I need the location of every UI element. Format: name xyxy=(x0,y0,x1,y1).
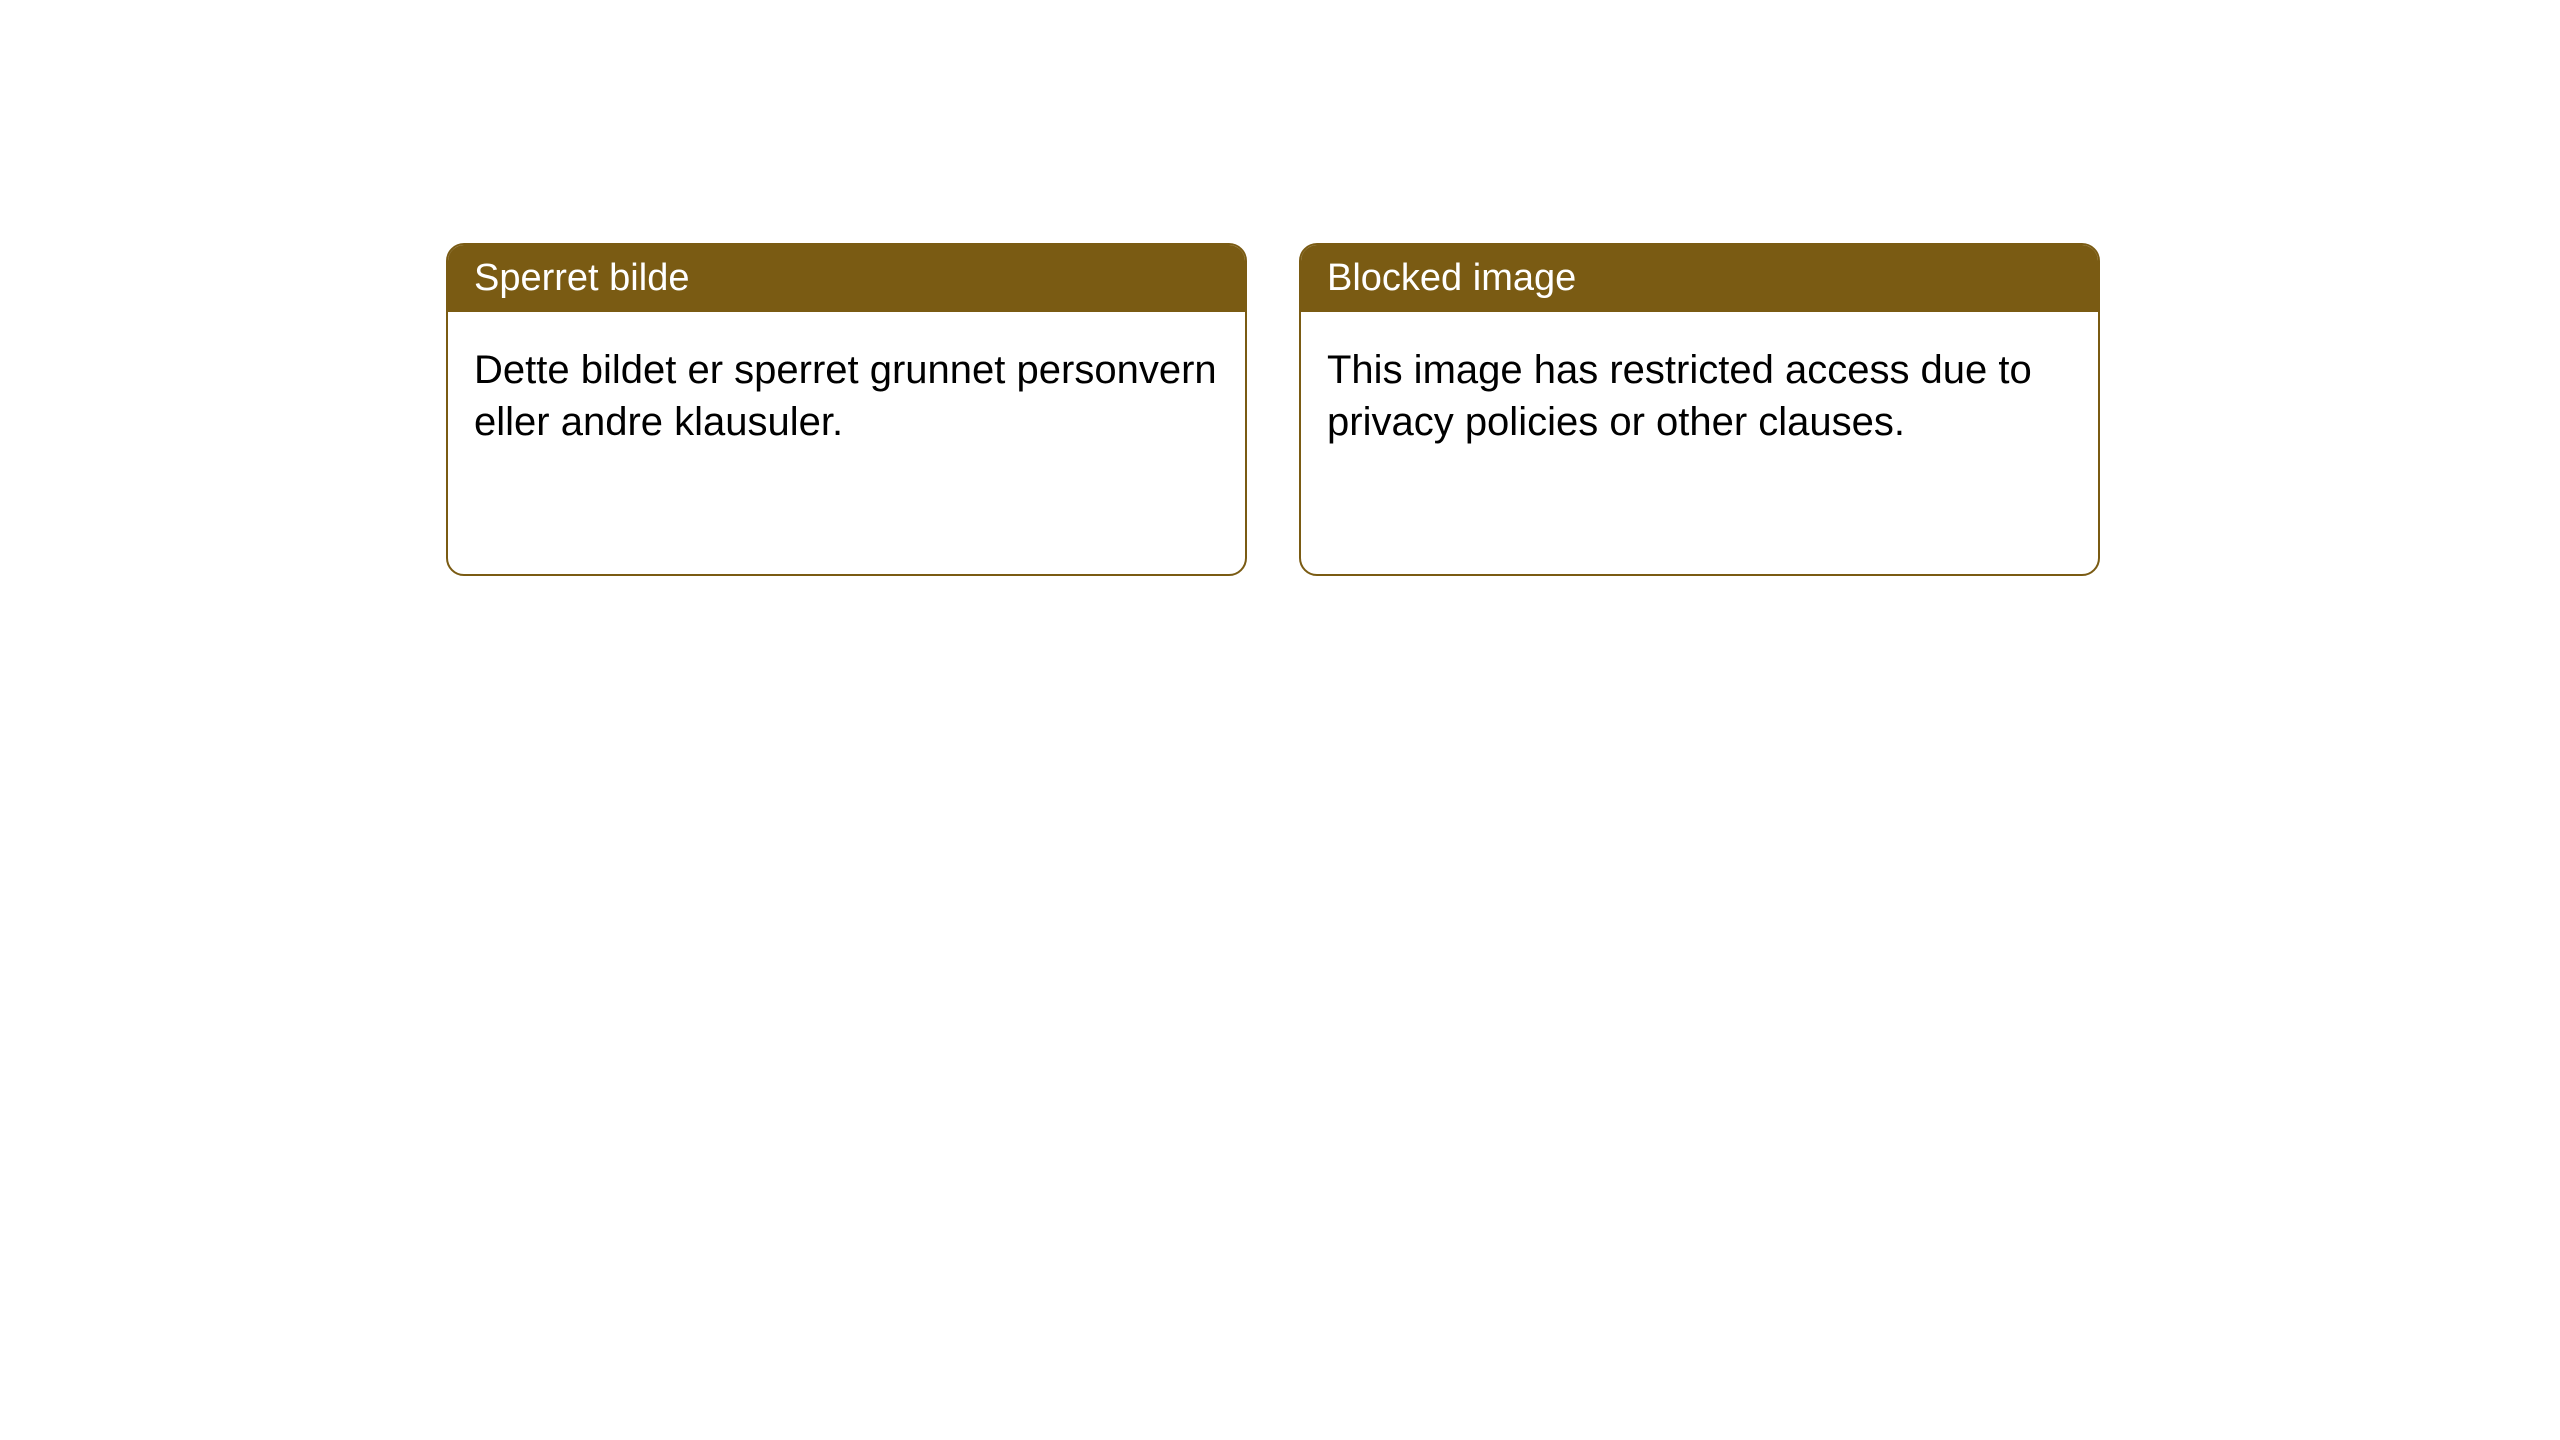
notice-container: Sperret bilde Dette bildet er sperret gr… xyxy=(0,0,2560,576)
notice-body: This image has restricted access due to … xyxy=(1301,312,2098,480)
notice-card-en: Blocked image This image has restricted … xyxy=(1299,243,2100,576)
notice-header: Sperret bilde xyxy=(448,245,1245,312)
notice-card-no: Sperret bilde Dette bildet er sperret gr… xyxy=(446,243,1247,576)
notice-header: Blocked image xyxy=(1301,245,2098,312)
notice-body: Dette bildet er sperret grunnet personve… xyxy=(448,312,1245,480)
